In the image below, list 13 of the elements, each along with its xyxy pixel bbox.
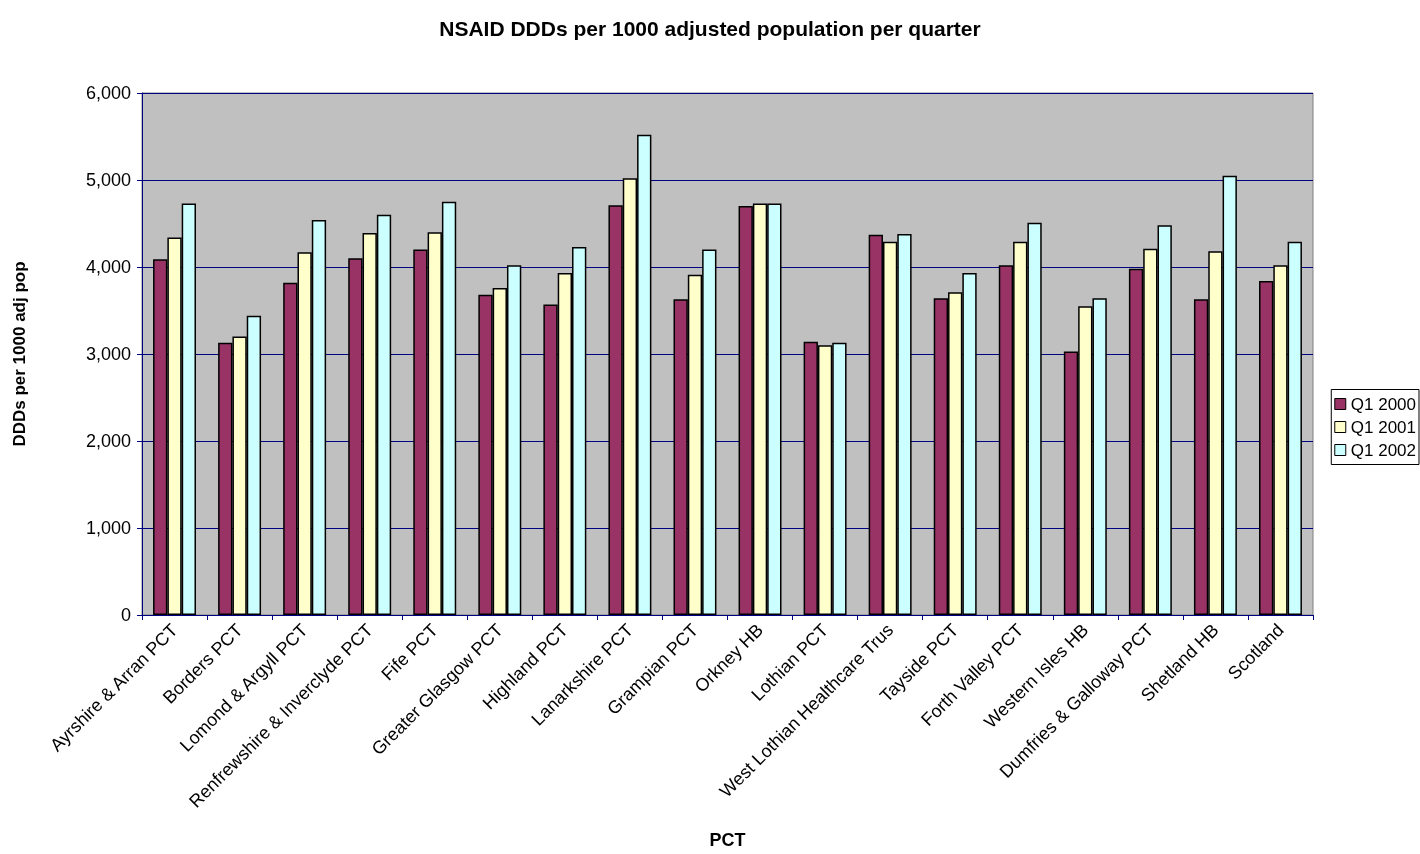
legend-label: Q1 2000 bbox=[1350, 394, 1417, 414]
y-tick-label: 4,000 bbox=[85, 257, 131, 277]
legend-label: Q1 2002 bbox=[1350, 440, 1417, 460]
y-axis-title: DDDs per 1000 adj pop bbox=[10, 261, 29, 447]
y-tick-label: 2,000 bbox=[85, 431, 131, 451]
legend-label: Q1 2001 bbox=[1350, 417, 1417, 437]
y-tick-label: 0 bbox=[120, 605, 131, 625]
chart-title: NSAID DDDs per 1000 adjusted population per quarter bbox=[439, 17, 981, 40]
x-axis-title: PCT bbox=[709, 830, 746, 850]
y-tick-label: 6,000 bbox=[85, 83, 131, 103]
y-tick-label: 5,000 bbox=[85, 170, 131, 190]
y-tick-label: 1,000 bbox=[85, 518, 131, 538]
y-tick-label: 3,000 bbox=[85, 344, 131, 364]
